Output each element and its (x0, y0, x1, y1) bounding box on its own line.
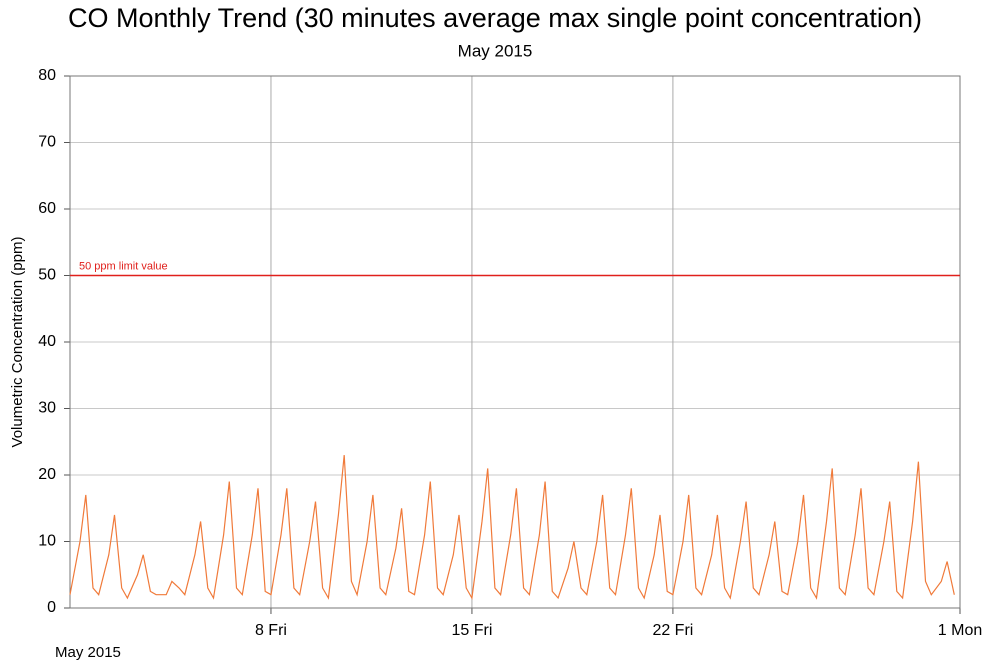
y-tick-label: 0 (47, 599, 56, 616)
chart-subtitle: May 2015 (458, 41, 533, 60)
y-tick-label: 50 (38, 267, 56, 284)
y-tick-label: 60 (38, 200, 56, 217)
y-tick-label: 80 (38, 67, 56, 84)
y-tick-label: 40 (38, 333, 56, 350)
plot-frame (69, 75, 961, 609)
chart-title: CO Monthly Trend (30 minutes average max… (68, 3, 922, 33)
x-tick-label: 15 Fri (451, 622, 492, 639)
x-tick-label: 1 Mon (938, 622, 982, 639)
y-tick-label: 10 (38, 533, 56, 550)
x-tick-label: 8 Fri (255, 622, 287, 639)
x-tick-label: 22 Fri (652, 622, 693, 639)
data-line (69, 455, 955, 600)
y-tick-label: 20 (38, 466, 56, 483)
y-tick-label: 70 (38, 134, 56, 151)
y-axis-label: Volumetric Concentration (ppm) (9, 237, 26, 448)
x-axis-label: May 2015 (55, 644, 121, 661)
threshold-label: 50 ppm limit value (79, 260, 168, 272)
y-tick-label: 30 (38, 400, 56, 417)
